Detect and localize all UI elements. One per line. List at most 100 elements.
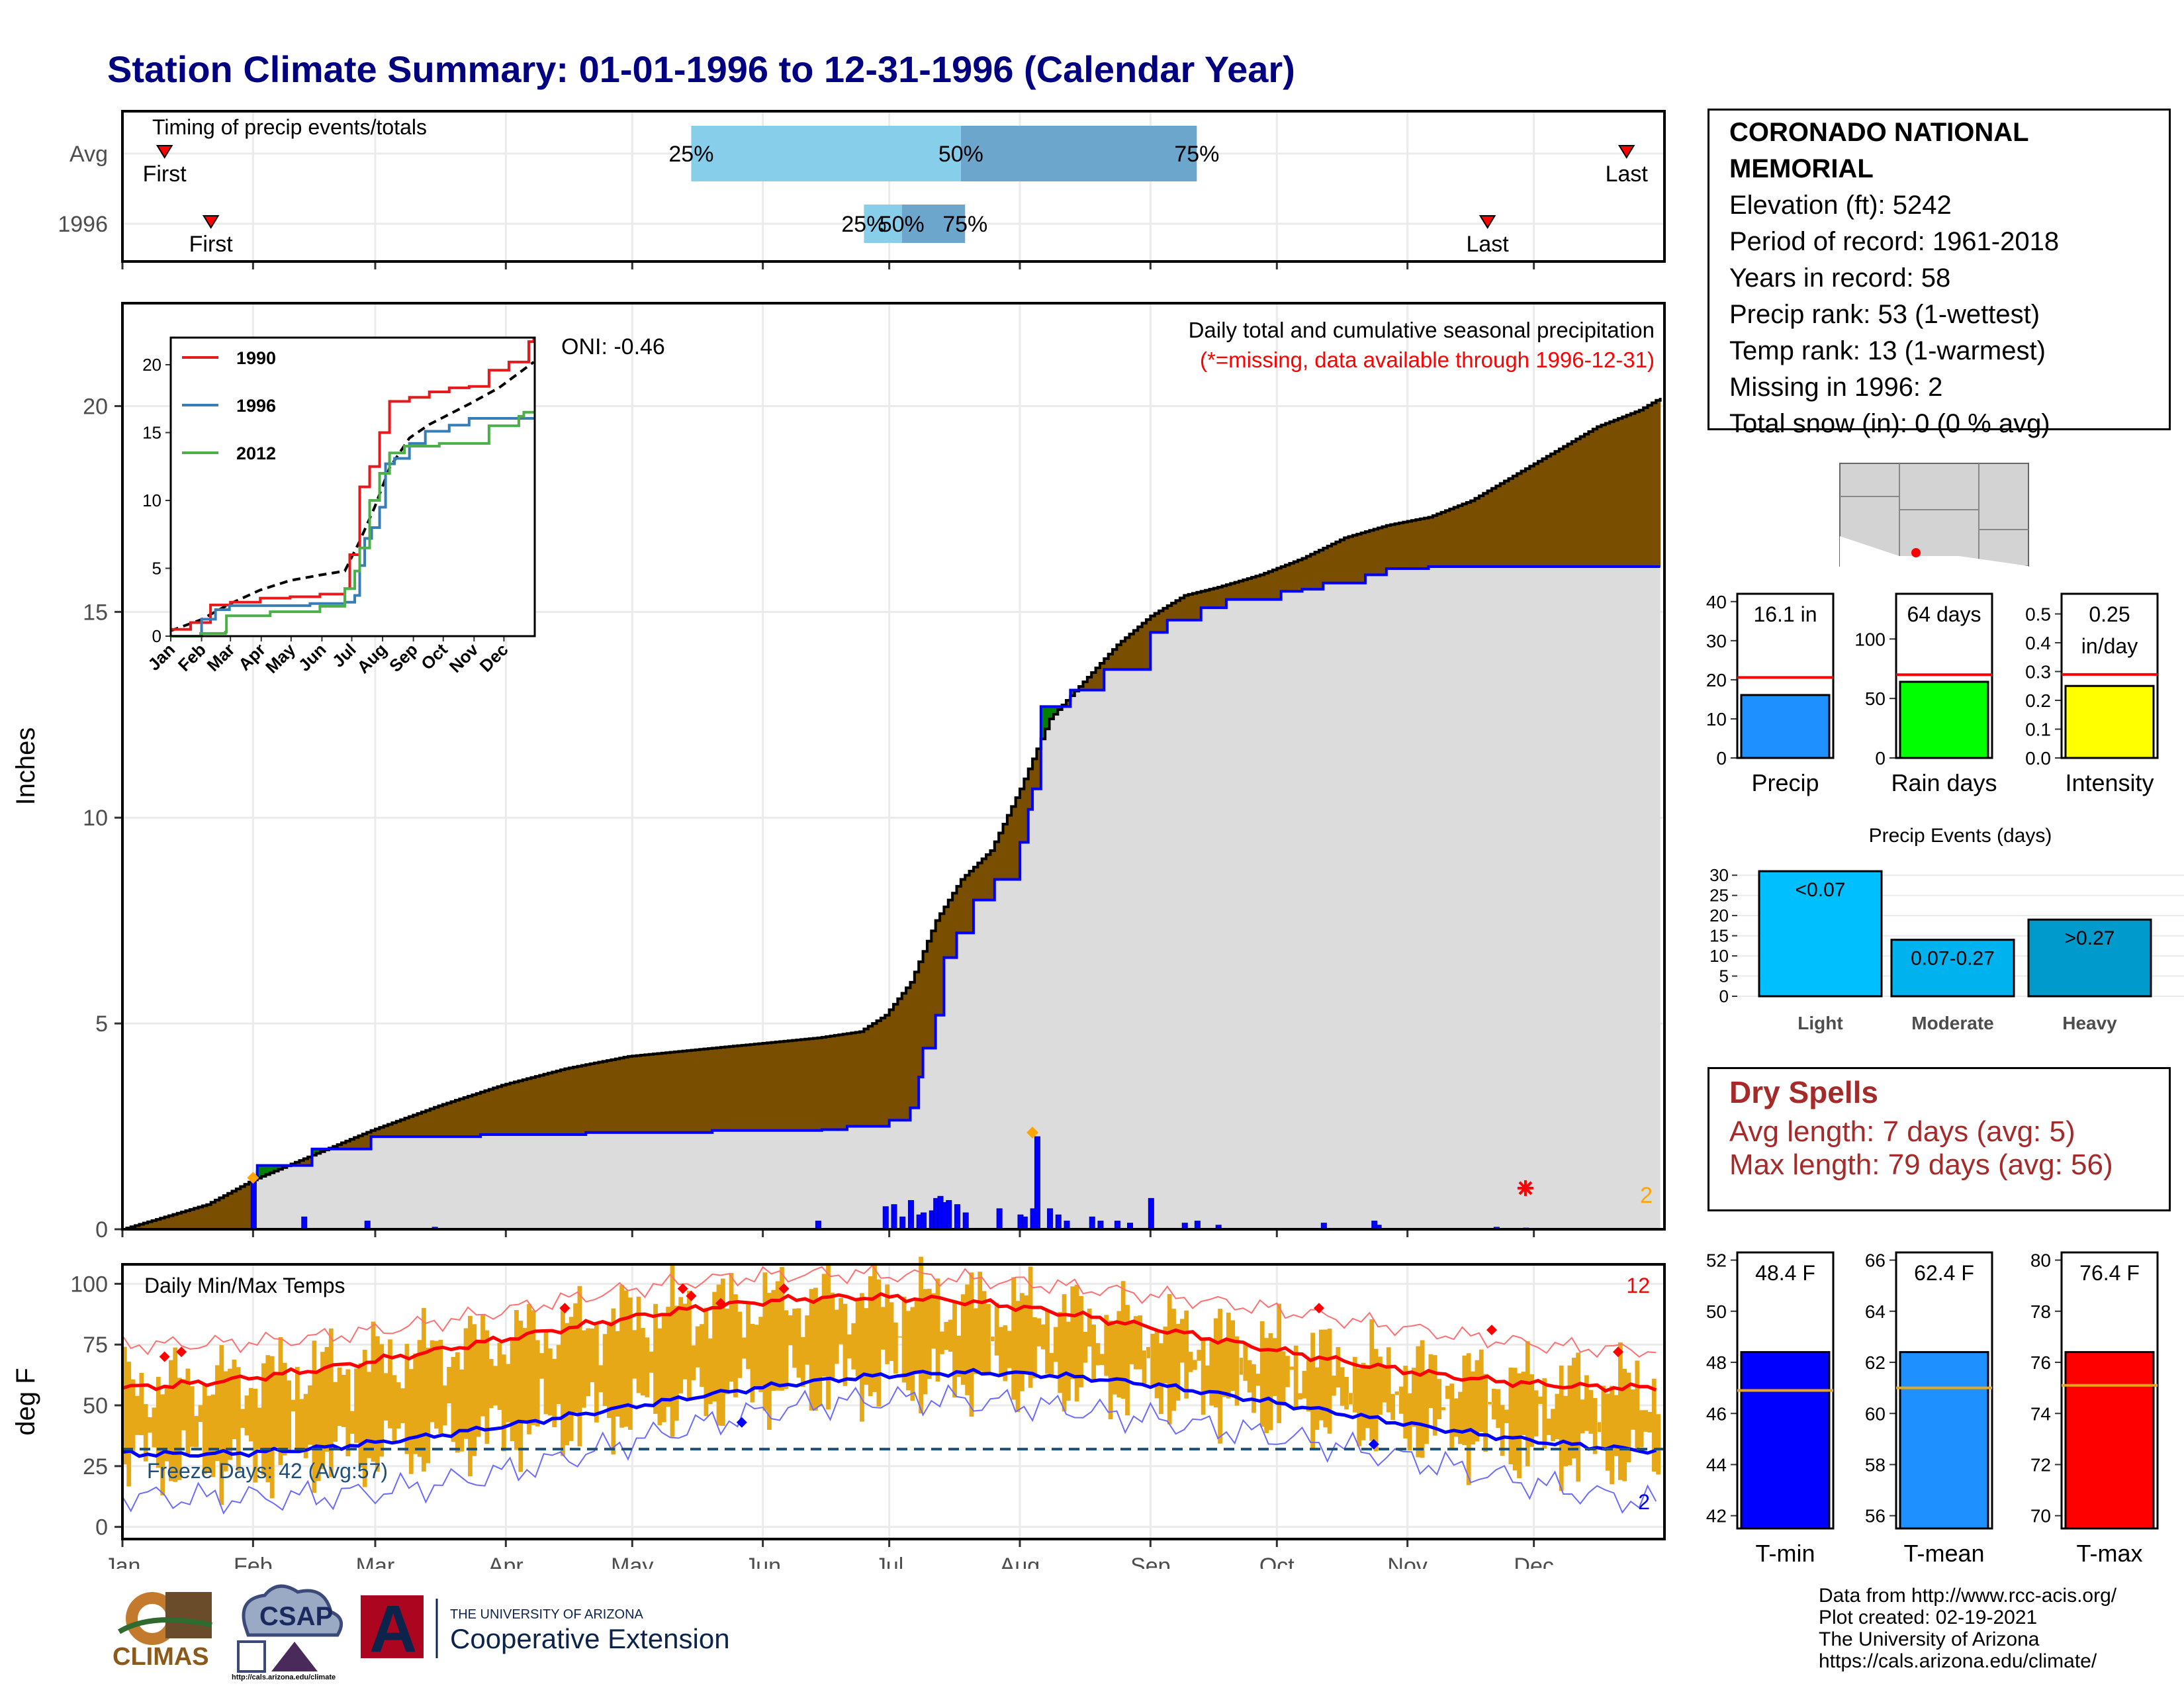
summary-bar-y-tick-label: 46 [1706, 1403, 1727, 1424]
dry-spells-avg: Avg length: 7 days (avg: 5) [1729, 1115, 2075, 1148]
timing-marker-label: Last [1606, 162, 1649, 187]
precip-daily-bar [882, 1206, 889, 1230]
summary-bar-y-tick-label: 60 [1865, 1403, 1886, 1424]
summary-bar-y-tick-label: 0.2 [2025, 690, 2051, 711]
inset-bg [171, 338, 535, 636]
logos: CLIMAS CSAP http://cals.arizona.edu/clim… [113, 1584, 730, 1681]
precip-daily-bar [1055, 1214, 1062, 1230]
timing-marker [156, 145, 173, 159]
temps-y-tick-label: 25 [83, 1454, 108, 1479]
summary-bar-value-label: 64 days [1907, 602, 1981, 626]
summary-bar-value [1740, 1351, 1831, 1530]
summary-bar-y-tick-label: 56 [1865, 1506, 1886, 1526]
temps-record-high-marker [176, 1346, 187, 1358]
inset-y-tick-label: 10 [142, 491, 161, 510]
temps-record-high-marker [715, 1297, 726, 1309]
events-y-tick-label: 15 [1709, 926, 1729, 946]
summary-bar-y-tick-label: 0.0 [2025, 748, 2051, 769]
temps-record-high-marker [778, 1283, 790, 1294]
inset-series-line [171, 410, 534, 637]
inset-y-tick-label: 20 [142, 355, 161, 375]
timing-q50-q75-bar [960, 126, 1197, 181]
summary-bar-value-label: 48.4 F [1755, 1261, 1815, 1285]
summary-bar-y-tick-label: 20 [1706, 670, 1727, 690]
timing-q50-label: 50% [938, 142, 983, 167]
precip-missing-count: 2 [1640, 1183, 1653, 1208]
precip-event-marker [247, 1172, 259, 1184]
summary-bar-y-tick-label: 70 [2030, 1506, 2051, 1526]
inset-series-line [171, 416, 535, 637]
csap-url-text: http://cals.arizona.edu/climate [232, 1673, 336, 1681]
summary-bar-value-label2: in/day [2081, 634, 2138, 658]
events-bar [1758, 870, 1883, 998]
summary-bar-y-tick-label: 0.1 [2025, 719, 2051, 739]
summary-bar-y-tick-label: 48 [1706, 1352, 1727, 1373]
temps-x-tick-label: Feb [234, 1554, 273, 1569]
timing-frame [121, 110, 1666, 263]
dry-spells-title: Dry Spells [1729, 1075, 1878, 1109]
events-y-tick-label: 30 [1709, 865, 1729, 885]
csap-logo-text: CSAP [259, 1602, 333, 1631]
temps-record-high-marker [1486, 1325, 1497, 1336]
station-missing: Missing in 1996: 2 [1729, 373, 1943, 402]
precip-daily-bar [899, 1216, 906, 1230]
ua-logo-line1: THE UNIVERSITY OF ARIZONA [450, 1607, 644, 1622]
temps-record-high-marker [1612, 1346, 1623, 1358]
summary-bar-y-tick-label: 0 [1875, 748, 1886, 769]
events-category-label: Light [1797, 1013, 1843, 1033]
inset-y-tick-label: 5 [152, 559, 161, 579]
precip-observed-area [122, 566, 1661, 1229]
timing-marker-label: First [189, 232, 234, 257]
ua-logo: A THE UNIVERSITY OF ARIZONA Cooperative … [361, 1592, 730, 1666]
temps-x-tick-label: Dec [1514, 1554, 1553, 1569]
summary-bar-y-tick-label: 72 [2030, 1454, 2051, 1475]
precip-daily-bar [1047, 1208, 1054, 1230]
timing-q50-q75-bar [901, 205, 966, 243]
inset-y-tick-label: 0 [152, 626, 161, 646]
timing-q25-label: 25% [668, 142, 713, 167]
summary-bar-value-label: 62.4 F [1914, 1261, 1974, 1285]
summary-bar-value [1899, 680, 1989, 759]
events-bar-label: <0.07 [1796, 879, 1846, 901]
temps-record-high-count: 12 [1626, 1274, 1650, 1297]
credits-created: Plot created: 02-19-2021 [1819, 1607, 2038, 1628]
timing-marker-label: Last [1466, 232, 1509, 257]
summary-bar-y-tick-label: 10 [1706, 709, 1727, 729]
precip-subtitle: (*=missing, data available through 1996-… [1200, 348, 1655, 372]
inset-frame [169, 336, 536, 637]
summary-bar-value [1740, 694, 1831, 759]
precip-y-tick-label: 5 [95, 1011, 108, 1037]
precip-daily-bar [250, 1177, 257, 1230]
precip-daily-bar [954, 1204, 960, 1230]
temps-frame [121, 1263, 1666, 1540]
precip-average-line [122, 398, 1662, 1231]
summary-bar-y-tick-label: 76 [2030, 1352, 2051, 1373]
precip-daily-bar [1034, 1136, 1040, 1230]
events-y-tick-label: 10 [1709, 946, 1729, 966]
summary-bar-y-tick-label: 58 [1865, 1454, 1886, 1475]
timing-title: Timing of precip events/totals [152, 115, 427, 139]
precip-daily-bar [962, 1212, 969, 1230]
timing-marker [1617, 145, 1635, 159]
temps-y-label: deg F [11, 1368, 40, 1435]
inset-y-tick-label: 15 [142, 423, 161, 443]
temps-record-high-marker [1313, 1303, 1324, 1314]
timing-marker [202, 215, 220, 229]
summary-bar-y-tick-label: 30 [1706, 631, 1727, 651]
temps-y-tick-label: 0 [95, 1515, 108, 1540]
station-name: CORONADO NATIONAL MEMORIAL [1729, 118, 2028, 183]
temps-x-tick-label: Mar [356, 1554, 395, 1569]
map-mexico [1840, 536, 2028, 569]
inset-legend-label: 1996 [236, 396, 276, 416]
summary-bar-y-tick-label: 52 [1706, 1250, 1727, 1271]
summary-bar-y-tick-label: 42 [1706, 1506, 1727, 1526]
precip-y-tick-label: 10 [83, 806, 108, 831]
temps-daily-range-bars [122, 1256, 1661, 1505]
summary-bar-category-label: Intensity [2065, 769, 2154, 796]
timing-q75-label: 75% [942, 212, 987, 237]
timing-marker-label: First [143, 162, 187, 187]
ua-logo-letter: A [369, 1592, 417, 1666]
temps-record-high-line [122, 1264, 1657, 1358]
temps-avg-min-line [122, 1368, 1657, 1458]
credits: Data from http://www.rcc-acis.org/ Plot … [1819, 1585, 2116, 1672]
